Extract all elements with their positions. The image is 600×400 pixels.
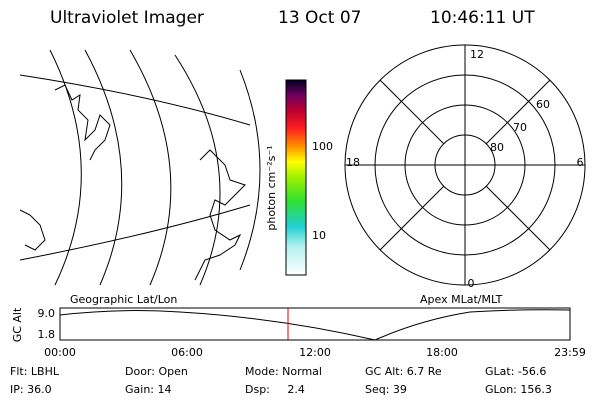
info-field: Flt: LBHL <box>10 365 60 378</box>
y-tick-label: 9.0 <box>38 307 56 320</box>
orbit-curve <box>59 309 571 341</box>
x-tick-label: 06:00 <box>171 346 203 359</box>
info-field: IP: 36.0 <box>10 383 52 396</box>
info-field: Gain: 14 <box>125 383 172 396</box>
orbit-frame <box>59 307 571 341</box>
x-tick-label: 12:00 <box>299 346 331 359</box>
ring-label: 60 <box>536 98 550 111</box>
info-field: GC Alt: 6.7 Re <box>365 365 442 378</box>
info-block: Flt: LBHL Door: Open Mode: Normal GC Alt: 6… <box>10 365 552 396</box>
panel-label: Apex MLat/MLT <box>420 293 503 306</box>
polar-label: 18 <box>346 156 360 169</box>
polar-label: 12 <box>470 48 484 61</box>
time: 10:46:11 UT <box>430 8 535 28</box>
colorbar-unit: photon cm⁻²s⁻¹ <box>265 145 278 230</box>
y-tick-label: 1.8 <box>38 328 56 341</box>
geographic-map <box>19 49 261 286</box>
ring-label: 70 <box>513 121 527 134</box>
x-tick-label: 00:00 <box>44 346 76 359</box>
polar-label: 0 <box>468 277 475 290</box>
colorbar <box>285 79 307 276</box>
title: Ultraviolet Imager <box>50 8 204 28</box>
orbit-axis-label: GC Alt <box>11 307 24 342</box>
x-tick-label: 23:59 <box>554 346 586 359</box>
polar-grid <box>344 44 586 286</box>
ring-label: 80 <box>490 141 504 154</box>
panel-label: Geographic Lat/Lon <box>70 293 177 306</box>
x-tick-label: 18:00 <box>426 346 458 359</box>
colorbar-tick: 10 <box>312 229 326 242</box>
info-field: Seq: 39 <box>365 383 407 396</box>
info-field: Door: Open <box>125 365 188 378</box>
polar-label: 6 <box>577 156 584 169</box>
colorbar-tick: 100 <box>312 140 333 153</box>
info-field: Mode: Normal <box>245 365 322 378</box>
info-field: GLon: 156.3 <box>485 383 552 396</box>
date: 13 Oct 07 <box>278 8 361 28</box>
info-field: Dsp: 2.4 <box>245 383 305 396</box>
info-field: GLat: -56.6 <box>485 365 546 378</box>
